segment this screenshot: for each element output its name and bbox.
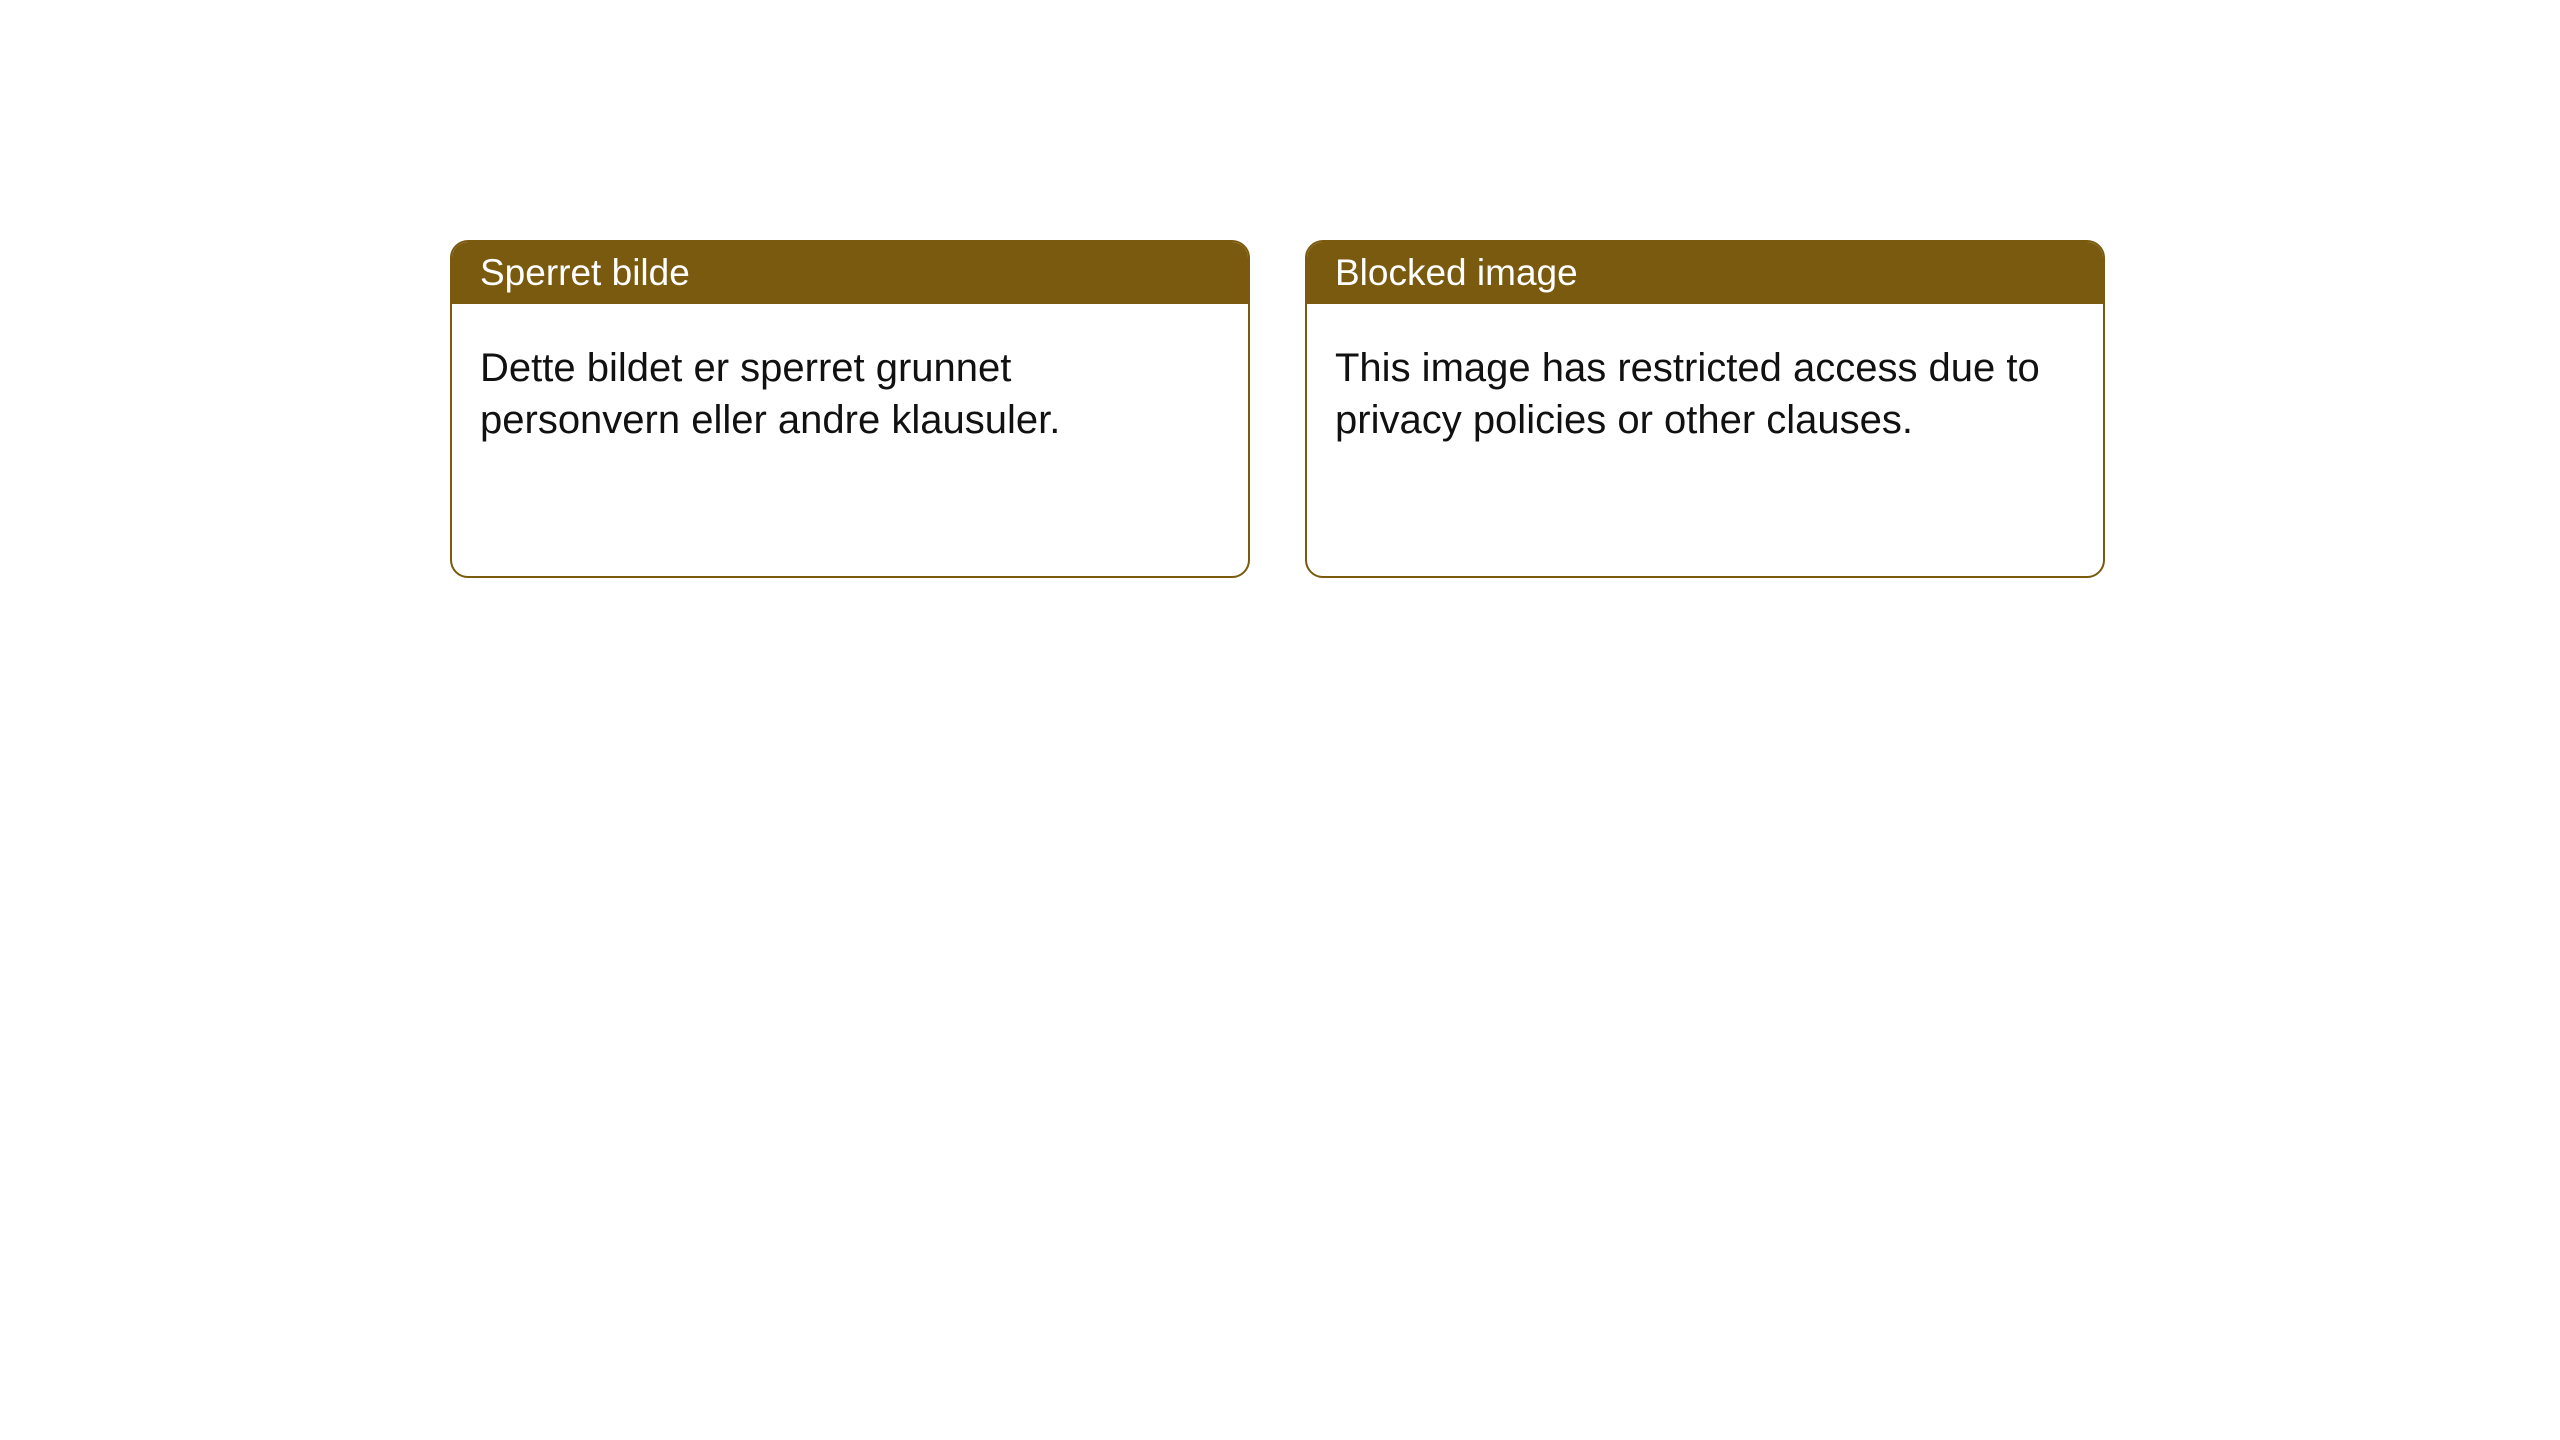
notice-card-english: Blocked image This image has restricted … (1305, 240, 2105, 578)
notice-container: Sperret bilde Dette bildet er sperret gr… (450, 240, 2105, 578)
notice-card-norwegian: Sperret bilde Dette bildet er sperret gr… (450, 240, 1250, 578)
notice-body: Dette bildet er sperret grunnet personve… (452, 304, 1248, 484)
notice-body: This image has restricted access due to … (1307, 304, 2103, 484)
notice-title: Sperret bilde (452, 242, 1248, 304)
notice-title: Blocked image (1307, 242, 2103, 304)
